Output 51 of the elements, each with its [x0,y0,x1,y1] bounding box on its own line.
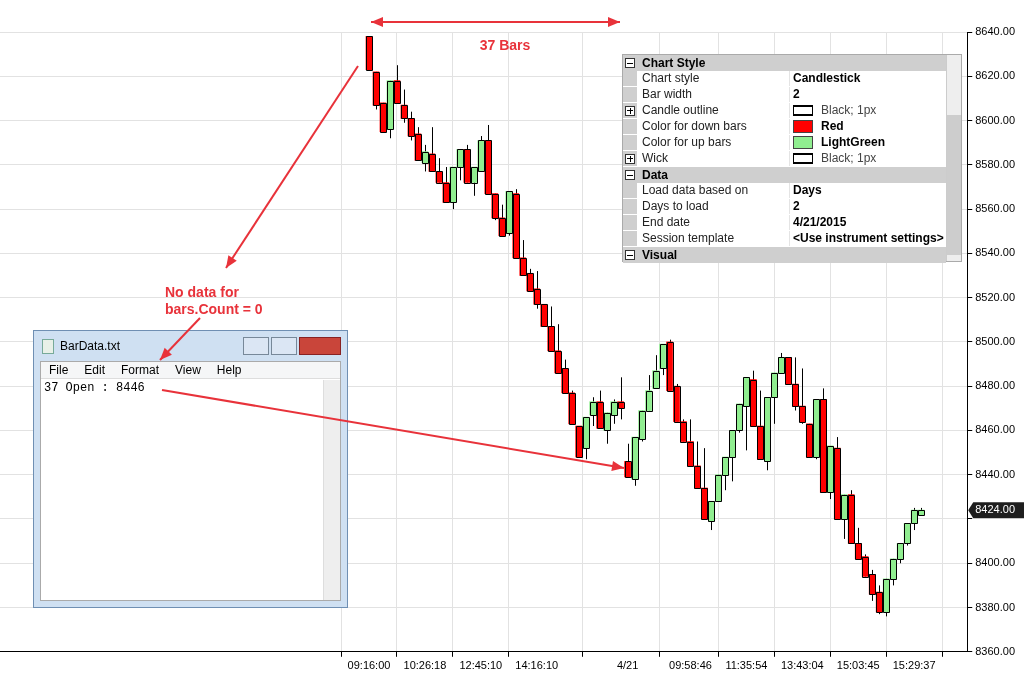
annotation: Session template [637,231,789,246]
text: No data for bars.Count = 0 [165,284,264,318]
annotation: Candlestick [793,71,861,86]
annotation: Wick [637,151,789,166]
annotation: Chart style [637,71,789,86]
x-tick-label: 12:45:10 [459,659,503,672]
x-tick-label: 15:03:45 [836,659,880,672]
y-tick-label: 8480.00 [975,379,1015,392]
annotation: 2 [793,87,800,102]
y-tick-label: 8400.00 [975,556,1015,569]
x-tick-label: 14:16:10 [515,659,559,672]
annotation: Visual [641,247,678,263]
annotation: Black; 1px [821,151,877,166]
annotation: End date [637,215,789,230]
annotation: Chart Style [641,55,706,71]
x-tick-label: 15:29:37 [892,659,936,672]
annotation: LightGreen [821,135,886,150]
annotation: Bar width [637,87,789,102]
x-tick-label: 4/21 [616,659,639,672]
y-tick-label: 8380.00 [975,600,1015,613]
annotation: Candle outline [637,103,789,118]
editor-window: BarData.txt File Edit Format View Help 37 Open : 8446 [33,330,348,608]
y-tick-label: 8500.00 [975,334,1015,347]
annotation: 2 [793,199,800,214]
y-tick-label: 8360.00 [975,644,1015,657]
y-tick-label: 8600.00 [975,113,1015,126]
annotation: 37 Bars [478,37,532,53]
x-tick-label: 10:26:18 [403,659,447,672]
annotation: Load data based on [637,183,789,198]
y-tick-label: 8620.00 [975,69,1015,82]
x-tick-label: 11:35:54 [725,659,768,672]
x-tick-label: 09:16:00 [347,659,391,672]
annotation: Data [641,167,669,183]
annotation: <Use instrument settings> [793,231,944,246]
y-tick-label: 8640.00 [975,25,1015,38]
annotation: Days to load [637,199,789,214]
y-tick-label: 8460.00 [975,423,1015,436]
y-tick-label: 8580.00 [975,157,1015,170]
y-tick-label: 8440.00 [975,467,1015,480]
x-tick-label: 09:58:46 [669,659,712,672]
annotation: Red [821,119,844,134]
annotation: Color for up bars [637,135,789,150]
annotation: Black; 1px [821,103,877,118]
x-tick-label: 13:43:04 [780,659,824,672]
y-tick-label: 8540.00 [975,246,1015,259]
annotation: 4/21/2015 [793,215,847,230]
text: 8424.00 [975,503,1015,516]
annotation: Days [793,183,822,198]
y-tick-label: 8560.00 [975,202,1015,215]
annotation: Color for down bars [637,119,789,134]
y-tick-label: 8520.00 [975,290,1015,303]
